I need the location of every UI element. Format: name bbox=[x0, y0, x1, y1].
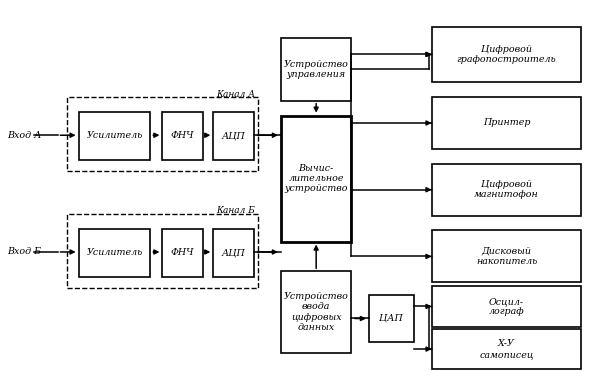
Bar bbox=[369, 295, 414, 341]
Bar bbox=[431, 329, 581, 369]
Text: Вход Б: Вход Б bbox=[7, 247, 41, 256]
Bar bbox=[163, 112, 203, 160]
Text: Х-У
самописец: Х-У самописец bbox=[479, 339, 534, 359]
Bar bbox=[281, 38, 352, 101]
Bar bbox=[213, 112, 254, 160]
Text: Дисковый
накопитель: Дисковый накопитель bbox=[476, 247, 537, 266]
Text: ЦАП: ЦАП bbox=[379, 314, 403, 323]
Bar bbox=[431, 97, 581, 149]
Text: Устройство
ввода
цифровых
данных: Устройство ввода цифровых данных bbox=[284, 292, 349, 332]
Bar bbox=[431, 286, 581, 327]
Bar bbox=[79, 112, 151, 160]
Text: Усилитель: Усилитель bbox=[86, 131, 143, 141]
Text: Осцил-
лограф: Осцил- лограф bbox=[489, 297, 524, 316]
Text: Устройство
управления: Устройство управления bbox=[284, 60, 349, 79]
Text: Усилитель: Усилитель bbox=[86, 248, 143, 257]
Text: Канал А: Канал А bbox=[216, 90, 255, 99]
Bar bbox=[213, 229, 254, 277]
Text: Цифровой
графопостроитель: Цифровой графопостроитель bbox=[457, 45, 556, 64]
Bar bbox=[431, 27, 581, 82]
Text: Канал Б: Канал Б bbox=[216, 206, 255, 215]
Bar bbox=[281, 116, 352, 241]
Text: АЦП: АЦП bbox=[221, 131, 245, 141]
Text: Принтер: Принтер bbox=[483, 119, 530, 128]
Text: ФНЧ: ФНЧ bbox=[171, 248, 194, 257]
Bar bbox=[431, 164, 581, 216]
Bar bbox=[281, 271, 352, 353]
Bar bbox=[67, 97, 258, 171]
Bar bbox=[79, 229, 151, 277]
Text: ФНЧ: ФНЧ bbox=[171, 131, 194, 141]
Bar bbox=[431, 231, 581, 282]
Bar bbox=[163, 229, 203, 277]
Text: АЦП: АЦП bbox=[221, 248, 245, 257]
Text: Вход А: Вход А bbox=[7, 131, 41, 140]
Text: Цифровой
магнитофон: Цифровой магнитофон bbox=[474, 180, 539, 199]
Text: Вычис-
лительное
устройство: Вычис- лительное устройство bbox=[284, 164, 348, 193]
Bar bbox=[67, 214, 258, 288]
